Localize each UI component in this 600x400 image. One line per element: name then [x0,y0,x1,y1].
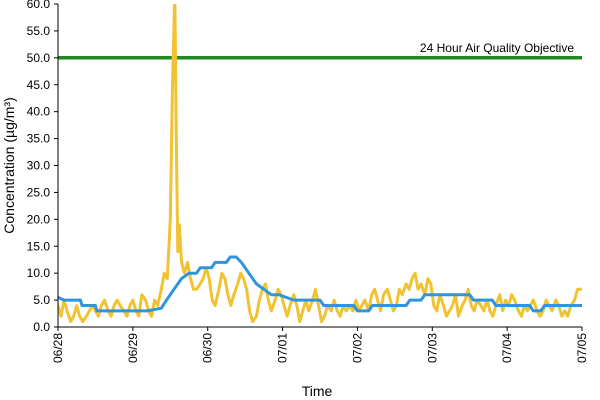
hourly-series-line [58,4,582,324]
x-tick-label: 06/28 [51,333,65,363]
y-tick-label: 15.0 [27,239,51,253]
x-tick-label: 06/29 [126,333,140,363]
y-tick-label: 35.0 [27,132,51,146]
y-tick-label: 55.0 [27,24,51,38]
x-axis-title: Time [302,383,333,399]
y-axis-title: Concentration (µg/m³) [1,97,17,233]
x-tick-label: 07/02 [350,333,364,363]
x-tick-label: 06/30 [201,333,215,363]
y-tick-label: 5.0 [33,293,50,307]
x-tick-label: 07/03 [425,333,439,363]
x-axis-ticks: 06/28 06/29 06/30 07/01 07/02 07/03 07/04 07/05 [51,327,589,363]
y-tick-label: 50.0 [27,51,51,65]
objective-annotation: 24 Hour Air Quality Objective [420,41,574,55]
x-tick-label: 07/04 [500,333,514,363]
series-layer [58,4,582,324]
y-tick-label: 30.0 [27,159,51,173]
x-tick-label: 07/01 [276,333,290,363]
y-tick-label: 0.0 [33,320,50,334]
y-tick-label: 60.0 [27,0,51,11]
y-tick-label: 25.0 [27,185,51,199]
y-tick-label: 40.0 [27,105,51,119]
y-tick-label: 45.0 [27,78,51,92]
y-tick-label: 20.0 [27,212,51,226]
x-tick-label: 07/05 [575,333,589,363]
y-axis-ticks: 0.0 5.0 10.0 15.0 20.0 25.0 30.0 35.0 40.0 45.0 50… [27,0,58,334]
24h-average-series-line [58,255,582,313]
y-tick-label: 10.0 [27,266,51,280]
